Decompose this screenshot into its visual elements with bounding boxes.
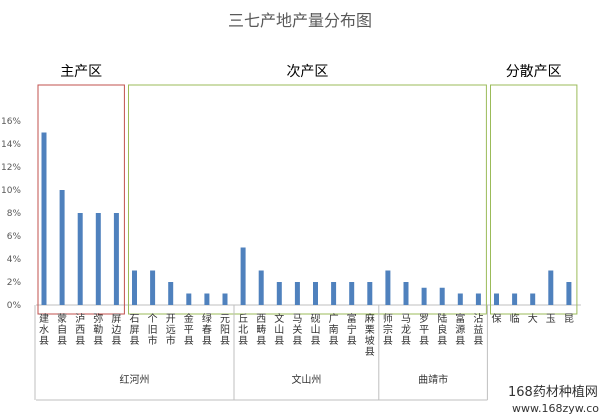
bar: [331, 282, 337, 305]
category-label: 绿春县: [202, 312, 212, 347]
y-tick-label: 6%: [7, 232, 22, 242]
category-label: 马龙县: [401, 313, 411, 347]
chart-title: 三七产地产量分布图: [228, 11, 372, 30]
bar: [186, 293, 192, 305]
category-label: 砚山县: [311, 313, 321, 347]
bar: [385, 270, 391, 305]
y-tick-label: 8%: [7, 209, 22, 219]
bar: [41, 132, 47, 305]
group-label: 红河州: [120, 373, 150, 386]
group-label: 文山州: [291, 373, 321, 386]
bar: [113, 213, 119, 305]
category-label: 建水县: [39, 312, 49, 347]
category-labels: 建水县蒙自县泸西县弥勒县屏边县石屏县个旧市开远市金平县绿春县元阳县丘北县西畴县文…: [39, 312, 574, 358]
bar: [367, 282, 373, 305]
category-label: 石屏县: [130, 314, 140, 347]
y-tick-label: 14%: [1, 140, 21, 150]
bar: [294, 282, 300, 305]
category-label: 富源县: [455, 312, 465, 347]
y-tick-label: 10%: [1, 186, 21, 196]
category-label: 马关县: [292, 313, 302, 347]
bar: [403, 282, 409, 305]
category-label: 丘北县: [238, 313, 248, 347]
bar: [566, 282, 572, 305]
category-label: 麻栗坡县: [365, 312, 375, 358]
y-tick-label: 16%: [1, 117, 21, 127]
y-tick-label: 0%: [7, 301, 22, 311]
bar: [349, 282, 355, 305]
axes: 0% 2% 4% 6% 8% 10% 12% 14% 16%: [1, 117, 581, 311]
category-label: 陆良县: [437, 312, 447, 347]
bar: [276, 282, 282, 305]
zone-box: [37, 84, 125, 315]
bar: [258, 270, 264, 305]
category-label: 昆: [564, 313, 574, 325]
category-label: 金平县: [184, 312, 194, 347]
bar: [512, 293, 518, 305]
group-label: 曲靖市: [418, 373, 448, 386]
bar: [494, 293, 499, 305]
zone-box: [128, 84, 487, 315]
bar: [222, 293, 228, 305]
bar: [421, 287, 427, 305]
bar: [530, 293, 536, 305]
category-label: 个旧市: [148, 313, 158, 347]
category-label: 师宗县: [383, 312, 393, 347]
bar: [168, 282, 174, 305]
category-label: 玉: [546, 314, 556, 325]
zone-box: [490, 84, 578, 315]
category-label: 临: [510, 312, 520, 325]
y-tick-label: 12%: [1, 163, 21, 173]
category-label: 屏边县: [111, 313, 121, 347]
bar: [132, 270, 137, 305]
zone-label: 次产区: [286, 64, 328, 80]
category-label: 沾益县: [473, 312, 483, 347]
zones: 主产区 次产区 分散产区: [37, 64, 578, 315]
category-label: 泸西县: [75, 313, 85, 347]
watermark-line1: 168药材种植网: [508, 385, 598, 400]
category-label: 文山县: [274, 312, 284, 347]
group-labels: 红河州 文山州 曲靖市: [34, 305, 488, 401]
bar: [59, 190, 65, 305]
bar: [548, 270, 554, 305]
category-label: 开远市: [166, 314, 176, 347]
category-label: 元阳县: [220, 314, 230, 347]
watermark-line2: www.168zyw.com: [512, 402, 600, 415]
bar: [95, 213, 101, 305]
y-tick-label: 2%: [7, 278, 22, 288]
category-label: 保: [492, 312, 502, 325]
category-label: 广南县: [329, 313, 339, 347]
bar: [475, 293, 481, 305]
category-label: 罗平县: [419, 313, 429, 347]
bar: [240, 247, 246, 305]
bar: [150, 270, 156, 305]
bar: [439, 287, 445, 305]
bars: [41, 132, 572, 305]
category-label: 西畴县: [256, 314, 266, 347]
category-label: 大: [528, 312, 538, 325]
zone-label: 主产区: [60, 64, 102, 80]
zone-label: 分散产区: [506, 64, 562, 80]
bar: [457, 293, 463, 305]
category-label: 弥勒县: [93, 312, 103, 347]
bar: [313, 282, 318, 305]
category-label: 富宁县: [347, 312, 357, 347]
bar: [77, 213, 83, 305]
y-tick-label: 4%: [7, 255, 22, 265]
bar: [204, 293, 210, 305]
category-label: 蒙自县: [57, 312, 67, 347]
